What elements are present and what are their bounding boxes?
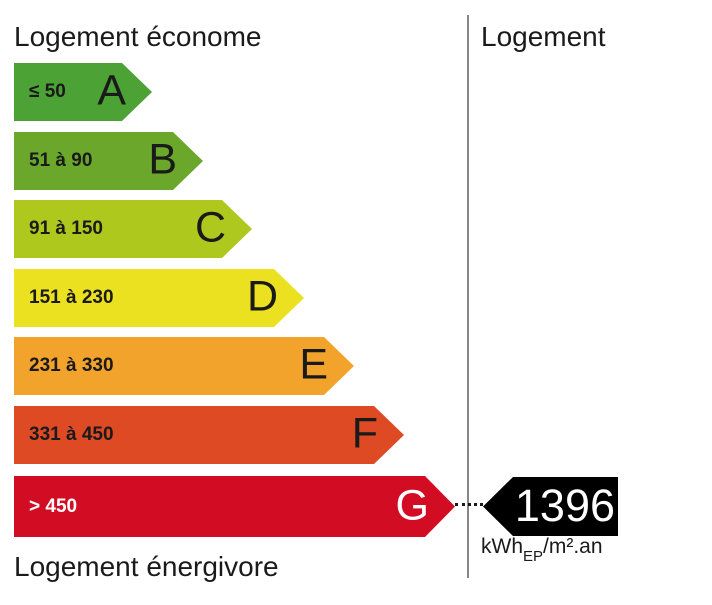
energy-band-letter: F bbox=[351, 409, 378, 458]
consumption-unit-label: kWhEP/m².an bbox=[481, 535, 603, 565]
vertical-divider bbox=[467, 15, 469, 578]
energy-band-g: > 450 G bbox=[14, 476, 455, 537]
energy-band-range: > 450 bbox=[29, 495, 78, 517]
energy-band-range: 331 à 450 bbox=[29, 424, 114, 445]
energy-band-range: 51 à 90 bbox=[29, 150, 93, 171]
energy-band-a: ≤ 50 A bbox=[14, 63, 152, 121]
current-consumption-arrow: 1396 bbox=[483, 477, 618, 536]
energy-intensive-housing-label: Logement énergivore bbox=[14, 551, 279, 582]
energy-band-f: 331 à 450 F bbox=[14, 406, 404, 464]
consumption-value: 1396 bbox=[514, 479, 615, 531]
dotted-connector-line bbox=[455, 503, 483, 506]
energy-band-range: 91 à 150 bbox=[29, 218, 103, 239]
housing-column-label: Logement bbox=[481, 21, 606, 52]
energy-band-range: 151 à 230 bbox=[29, 287, 114, 308]
energy-band-letter: B bbox=[148, 135, 177, 184]
energy-band-letter: D bbox=[246, 272, 278, 321]
economical-housing-label: Logement économe bbox=[14, 21, 262, 52]
energy-band-letter: C bbox=[194, 203, 226, 252]
unit-prefix: kWh bbox=[481, 535, 523, 558]
energy-band-letter: E bbox=[299, 340, 328, 389]
energy-band-c: 91 à 150 C bbox=[14, 200, 252, 258]
energy-band-e: 231 à 330 E bbox=[14, 337, 354, 395]
energy-band-letter: G bbox=[395, 481, 429, 530]
energy-band-letter: A bbox=[97, 66, 126, 115]
energy-band-d: 151 à 230 D bbox=[14, 269, 304, 327]
energy-band-range: 231 à 330 bbox=[29, 355, 114, 376]
energy-band-b: 51 à 90 B bbox=[14, 132, 203, 190]
unit-suffix: /m².an bbox=[543, 535, 603, 558]
unit-subscript: EP bbox=[523, 548, 544, 565]
energy-band-range: ≤ 50 bbox=[29, 81, 66, 102]
